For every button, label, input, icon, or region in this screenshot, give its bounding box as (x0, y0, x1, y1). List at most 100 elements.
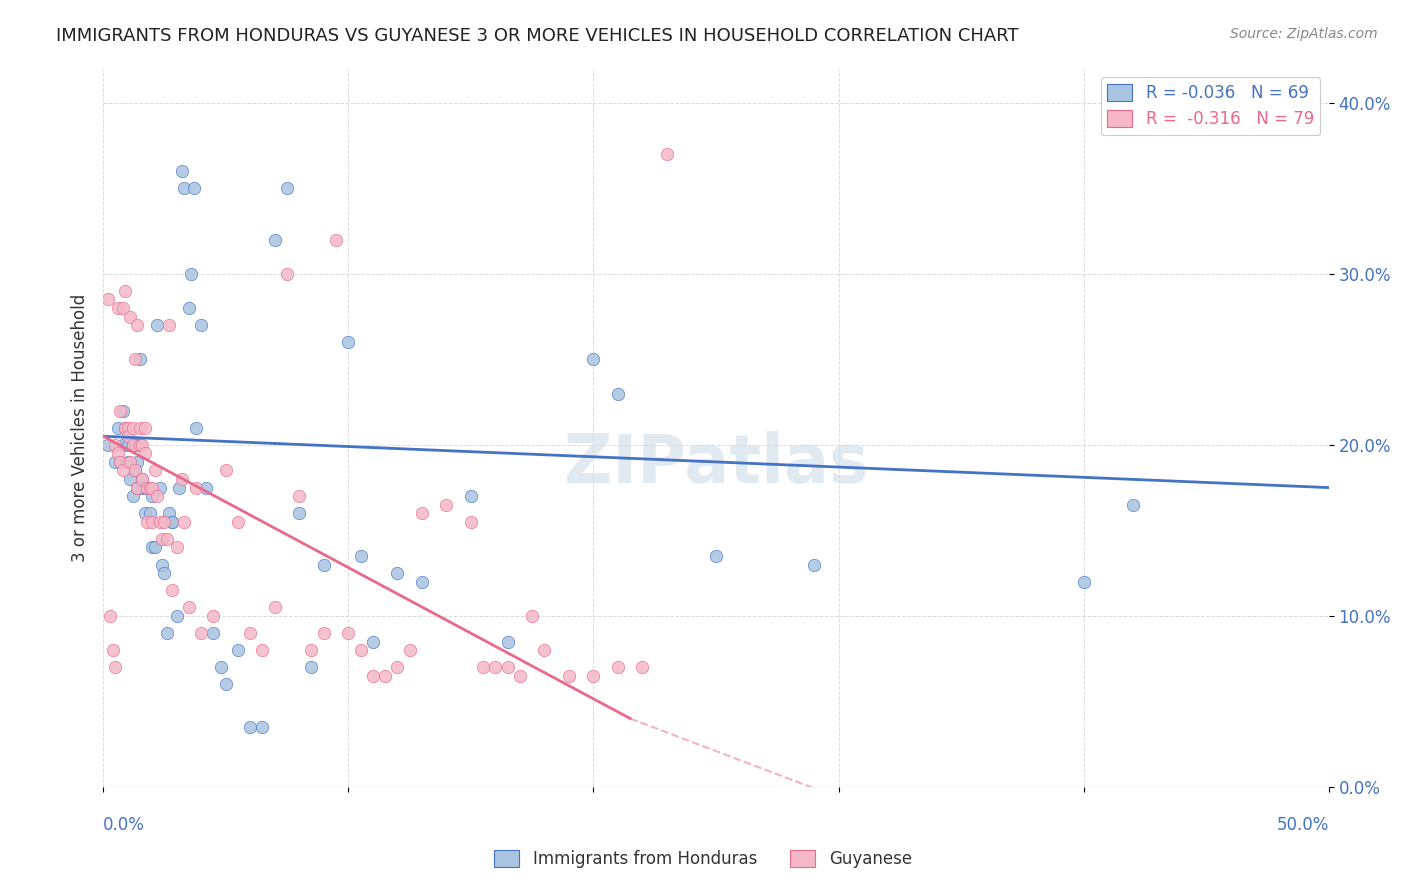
Point (150, 558, 173, 572)
Point (496, 660, 519, 674)
Point (186, 481, 208, 495)
Point (631, 660, 654, 674)
Point (387, 660, 409, 674)
Point (131, 438, 153, 452)
Point (107, 421, 129, 435)
Point (138, 481, 160, 495)
Point (411, 574, 433, 589)
Point (124, 463, 146, 477)
Point (141, 489, 163, 503)
Point (157, 318, 180, 332)
Point (141, 481, 163, 495)
Point (111, 463, 134, 477)
Point (129, 438, 152, 452)
Point (127, 318, 149, 332)
Point (131, 472, 153, 486)
Point (361, 669, 384, 683)
Point (180, 267, 202, 281)
Point (167, 481, 190, 495)
Point (120, 455, 142, 469)
Point (148, 481, 170, 495)
Point (183, 181, 205, 195)
Point (160, 515, 183, 529)
Point (121, 489, 143, 503)
Point (148, 515, 170, 529)
Point (190, 626, 212, 640)
Point (129, 352, 152, 367)
Point (114, 284, 136, 298)
Point (156, 532, 179, 546)
Point (127, 481, 149, 495)
Point (276, 181, 298, 195)
Point (337, 626, 360, 640)
Point (173, 515, 195, 529)
Point (803, 558, 825, 572)
Point (104, 455, 127, 469)
Point (160, 515, 183, 529)
Point (582, 352, 605, 367)
Point (349, 549, 371, 563)
Point (325, 233, 347, 247)
Point (301, 643, 323, 657)
Point (121, 421, 143, 435)
Text: IMMIGRANTS FROM HONDURAS VS GUYANESE 3 OR MORE VEHICLES IN HOUSEHOLD CORRELATION: IMMIGRANTS FROM HONDURAS VS GUYANESE 3 O… (56, 27, 1019, 45)
Point (166, 608, 188, 623)
Point (111, 301, 134, 315)
Y-axis label: 3 or more Vehicles in Household: 3 or more Vehicles in Household (72, 293, 89, 562)
Point (582, 669, 605, 683)
Text: ZIPatlas: ZIPatlas (564, 431, 869, 497)
Point (143, 541, 166, 555)
Point (136, 515, 159, 529)
Point (114, 421, 136, 435)
Point (374, 669, 396, 683)
Point (107, 301, 129, 315)
Point (141, 541, 163, 555)
Point (131, 472, 153, 486)
Point (349, 643, 371, 657)
Point (288, 489, 311, 503)
Text: 50.0%: 50.0% (1277, 815, 1329, 834)
Point (186, 421, 208, 435)
Point (134, 446, 156, 460)
Point (484, 660, 506, 674)
Point (104, 660, 127, 674)
Point (337, 335, 360, 350)
Point (143, 463, 166, 477)
Point (252, 720, 274, 734)
Point (312, 626, 335, 640)
Point (129, 421, 152, 435)
Point (134, 481, 156, 495)
Text: 0.0%: 0.0% (103, 815, 145, 834)
Point (398, 643, 420, 657)
Point (127, 455, 149, 469)
Point (226, 643, 249, 657)
Point (117, 455, 139, 469)
Point (117, 421, 139, 435)
Point (110, 455, 132, 469)
Point (124, 438, 146, 452)
Legend: Immigrants from Honduras, Guyanese: Immigrants from Honduras, Guyanese (488, 843, 918, 875)
Point (136, 481, 159, 495)
Point (606, 386, 628, 401)
Point (157, 506, 180, 520)
Point (120, 310, 142, 324)
Point (520, 608, 543, 623)
Point (263, 600, 285, 615)
Point (156, 626, 179, 640)
Point (655, 147, 678, 161)
Point (146, 489, 169, 503)
Point (170, 472, 193, 486)
Point (177, 600, 200, 615)
Point (215, 677, 238, 691)
Point (146, 318, 169, 332)
Point (131, 481, 153, 495)
Point (173, 181, 195, 195)
Point (606, 660, 628, 674)
Point (141, 515, 163, 529)
Point (107, 446, 129, 460)
Point (252, 643, 274, 657)
Point (110, 403, 132, 417)
Point (150, 532, 173, 546)
Point (239, 720, 262, 734)
Point (120, 472, 142, 486)
